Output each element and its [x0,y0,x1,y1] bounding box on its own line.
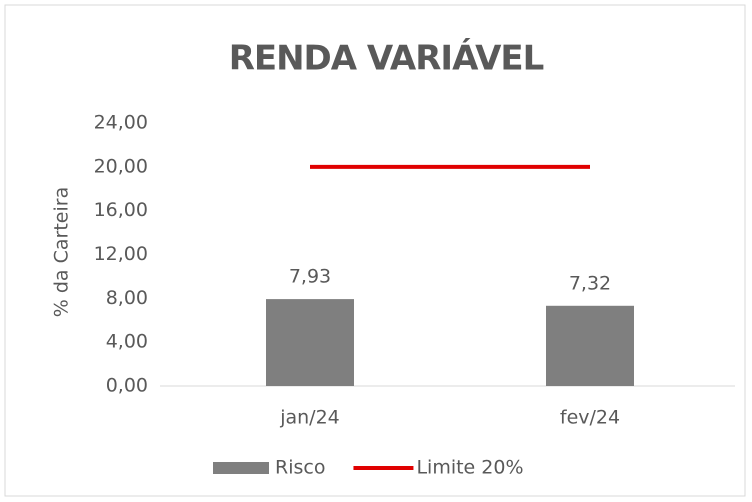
y-tick-label: 16,00 [94,199,148,221]
data-label: 7,32 [569,272,611,294]
legend-label: Limite 20% [416,457,523,479]
bar [546,305,634,386]
y-tick-label: 24,00 [94,112,148,134]
x-tick-label: fev/24 [560,407,620,429]
y-tick-label: 4,00 [106,331,148,353]
data-label: 7,93 [289,266,331,288]
legend-swatch [213,462,269,474]
legend-label: Risco [275,457,325,479]
x-tick-label: jan/24 [279,407,340,429]
y-tick-label: 20,00 [94,155,148,177]
chart-border [4,4,746,497]
y-axis-label: % da Carteira [51,187,73,317]
y-tick-label: 8,00 [106,287,148,309]
y-tick-label: 12,00 [94,243,148,265]
bar [266,299,354,386]
y-tick-label: 0,00 [106,375,148,397]
chart-title: RENDA VARIÁVEL [229,38,544,79]
